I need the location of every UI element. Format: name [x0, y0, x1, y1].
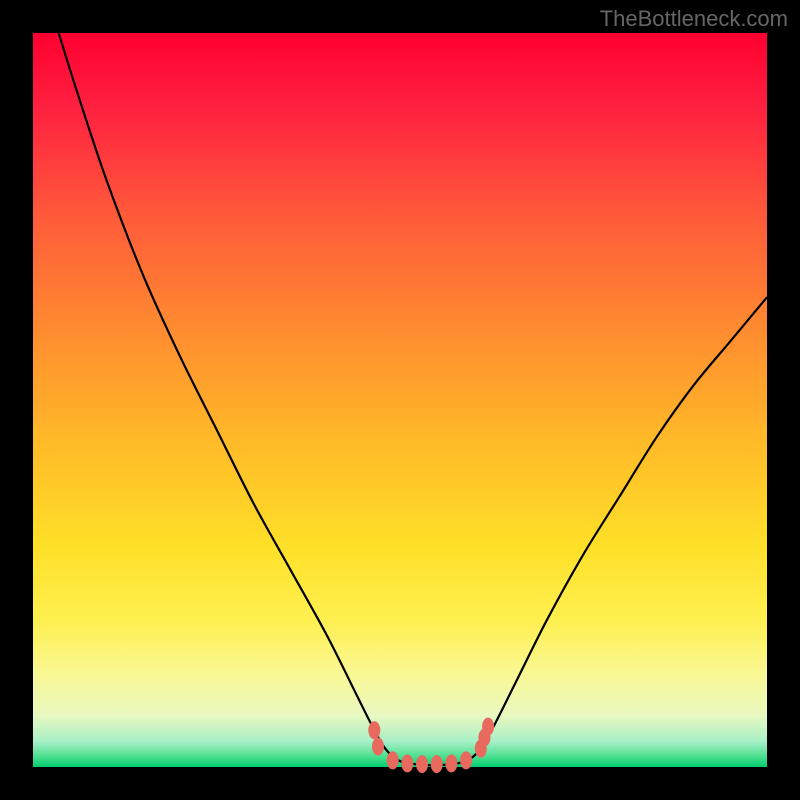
attribution-text: TheBottleneck.com — [600, 6, 788, 31]
bottleneck-chart: TheBottleneck.com — [0, 0, 800, 800]
optimal-marker — [431, 755, 443, 773]
optimal-marker — [460, 751, 472, 769]
optimal-marker — [372, 737, 384, 755]
plot-background — [33, 33, 767, 767]
optimal-marker — [482, 718, 494, 736]
optimal-marker — [387, 751, 399, 769]
optimal-marker — [445, 754, 457, 772]
optimal-marker — [368, 721, 380, 739]
optimal-marker — [416, 755, 428, 773]
optimal-marker — [401, 754, 413, 772]
